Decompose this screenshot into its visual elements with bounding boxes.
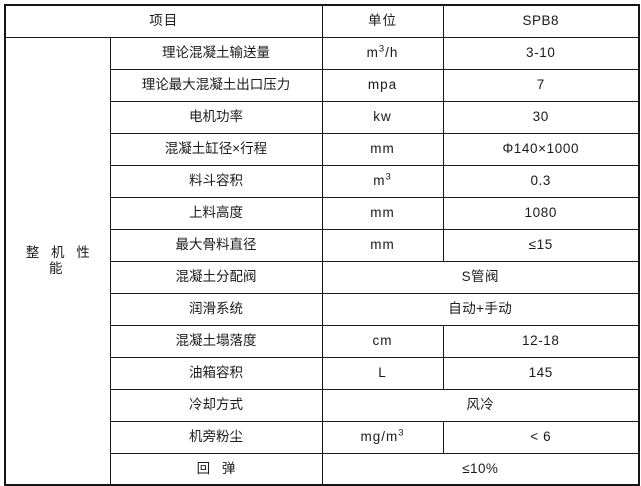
row-unit: cm bbox=[321, 324, 444, 358]
row-item-label: 理论最大混凝土出口压力 bbox=[109, 68, 323, 102]
table-row: 混凝土分配阀 S管阀 bbox=[5, 260, 640, 294]
group-label-cell: 整 机 性 能 bbox=[4, 36, 111, 486]
table-row: 理论最大混凝土出口压力 mpa 7 bbox=[5, 68, 640, 102]
row-value: 12-18 bbox=[442, 324, 640, 358]
row-item-label: 最大骨料直径 bbox=[109, 228, 323, 262]
row-item-label: 回 弹 bbox=[109, 452, 323, 486]
table-body: 整 机 性 能理论混凝土输送量 m3/h 3-10 理论最大混凝土出口压力 mpa 7 电机… bbox=[4, 36, 640, 486]
header-row: 项目 单位 SPB8 bbox=[4, 4, 640, 38]
row-value-merged: 自动+手动 bbox=[321, 292, 640, 326]
row-value: 3-10 bbox=[442, 36, 640, 70]
row-value: 30 bbox=[442, 100, 640, 134]
row-unit: mm bbox=[321, 196, 444, 230]
table-row: 整 机 性 能理论混凝土输送量 m3/h 3-10 bbox=[4, 36, 640, 486]
header-item: 项目 bbox=[4, 4, 323, 38]
row-item-label: 冷却方式 bbox=[109, 388, 323, 422]
row-item-label: 料斗容积 bbox=[109, 164, 323, 198]
header-model: SPB8 bbox=[442, 4, 640, 38]
table-row: 润滑系统 自动+手动 bbox=[5, 292, 640, 326]
row-unit: m3/h bbox=[321, 36, 444, 70]
specification-table-container: 项目 单位 SPB8 整 机 性 能理论混凝土输送量 m3/h 3-10 理论最大混凝… bbox=[4, 4, 640, 486]
row-value: ≤15 bbox=[442, 228, 640, 262]
row-item-label: 油箱容积 bbox=[109, 356, 323, 390]
row-item-label: 上料高度 bbox=[109, 196, 323, 230]
row-item-label: 机旁粉尘 bbox=[109, 420, 323, 454]
table-row: 冷却方式 风冷 bbox=[5, 388, 640, 422]
row-unit: mm bbox=[321, 132, 444, 166]
row-unit: kw bbox=[321, 100, 444, 134]
row-value: Φ140×1000 bbox=[442, 132, 640, 166]
row-item-label: 混凝土塌落度 bbox=[109, 324, 323, 358]
row-value: 145 bbox=[442, 356, 640, 390]
row-unit: mm bbox=[321, 228, 444, 262]
row-item-label: 润滑系统 bbox=[109, 292, 323, 326]
row-value: 0.3 bbox=[442, 164, 640, 198]
row-unit: mpa bbox=[321, 68, 444, 102]
row-value: 7 bbox=[442, 68, 640, 102]
table-row: 最大骨料直径 mm ≤15 bbox=[5, 228, 640, 262]
table-row: 上料高度 mm 1080 bbox=[5, 196, 640, 230]
row-value-merged: ≤10% bbox=[321, 452, 640, 486]
specification-table: 项目 单位 SPB8 整 机 性 能理论混凝土输送量 m3/h 3-10 理论最大混凝… bbox=[4, 4, 640, 486]
row-value: < 6 bbox=[442, 420, 640, 454]
row-value-merged: S管阀 bbox=[321, 260, 640, 294]
row-unit: m3 bbox=[321, 164, 444, 198]
row-unit: L bbox=[321, 356, 444, 390]
row-item-label: 混凝土缸径×行程 bbox=[109, 132, 323, 166]
header-unit: 单位 bbox=[321, 4, 444, 38]
row-item-label: 混凝土分配阀 bbox=[109, 260, 323, 294]
table-row: 混凝土塌落度 cm 12-18 bbox=[5, 324, 640, 358]
row-value-merged: 风冷 bbox=[321, 388, 640, 422]
table-row: 电机功率 kw 30 bbox=[5, 100, 640, 134]
row-item-label: 电机功率 bbox=[109, 100, 323, 134]
table-row: 机旁粉尘 mg/m3 < 6 bbox=[5, 420, 640, 454]
row-item-label: 理论混凝土输送量 bbox=[109, 36, 323, 70]
row-value: 1080 bbox=[442, 196, 640, 230]
row-unit: mg/m3 bbox=[321, 420, 444, 454]
table-row: 油箱容积 L 145 bbox=[5, 356, 640, 390]
table-header: 项目 单位 SPB8 bbox=[4, 4, 640, 38]
